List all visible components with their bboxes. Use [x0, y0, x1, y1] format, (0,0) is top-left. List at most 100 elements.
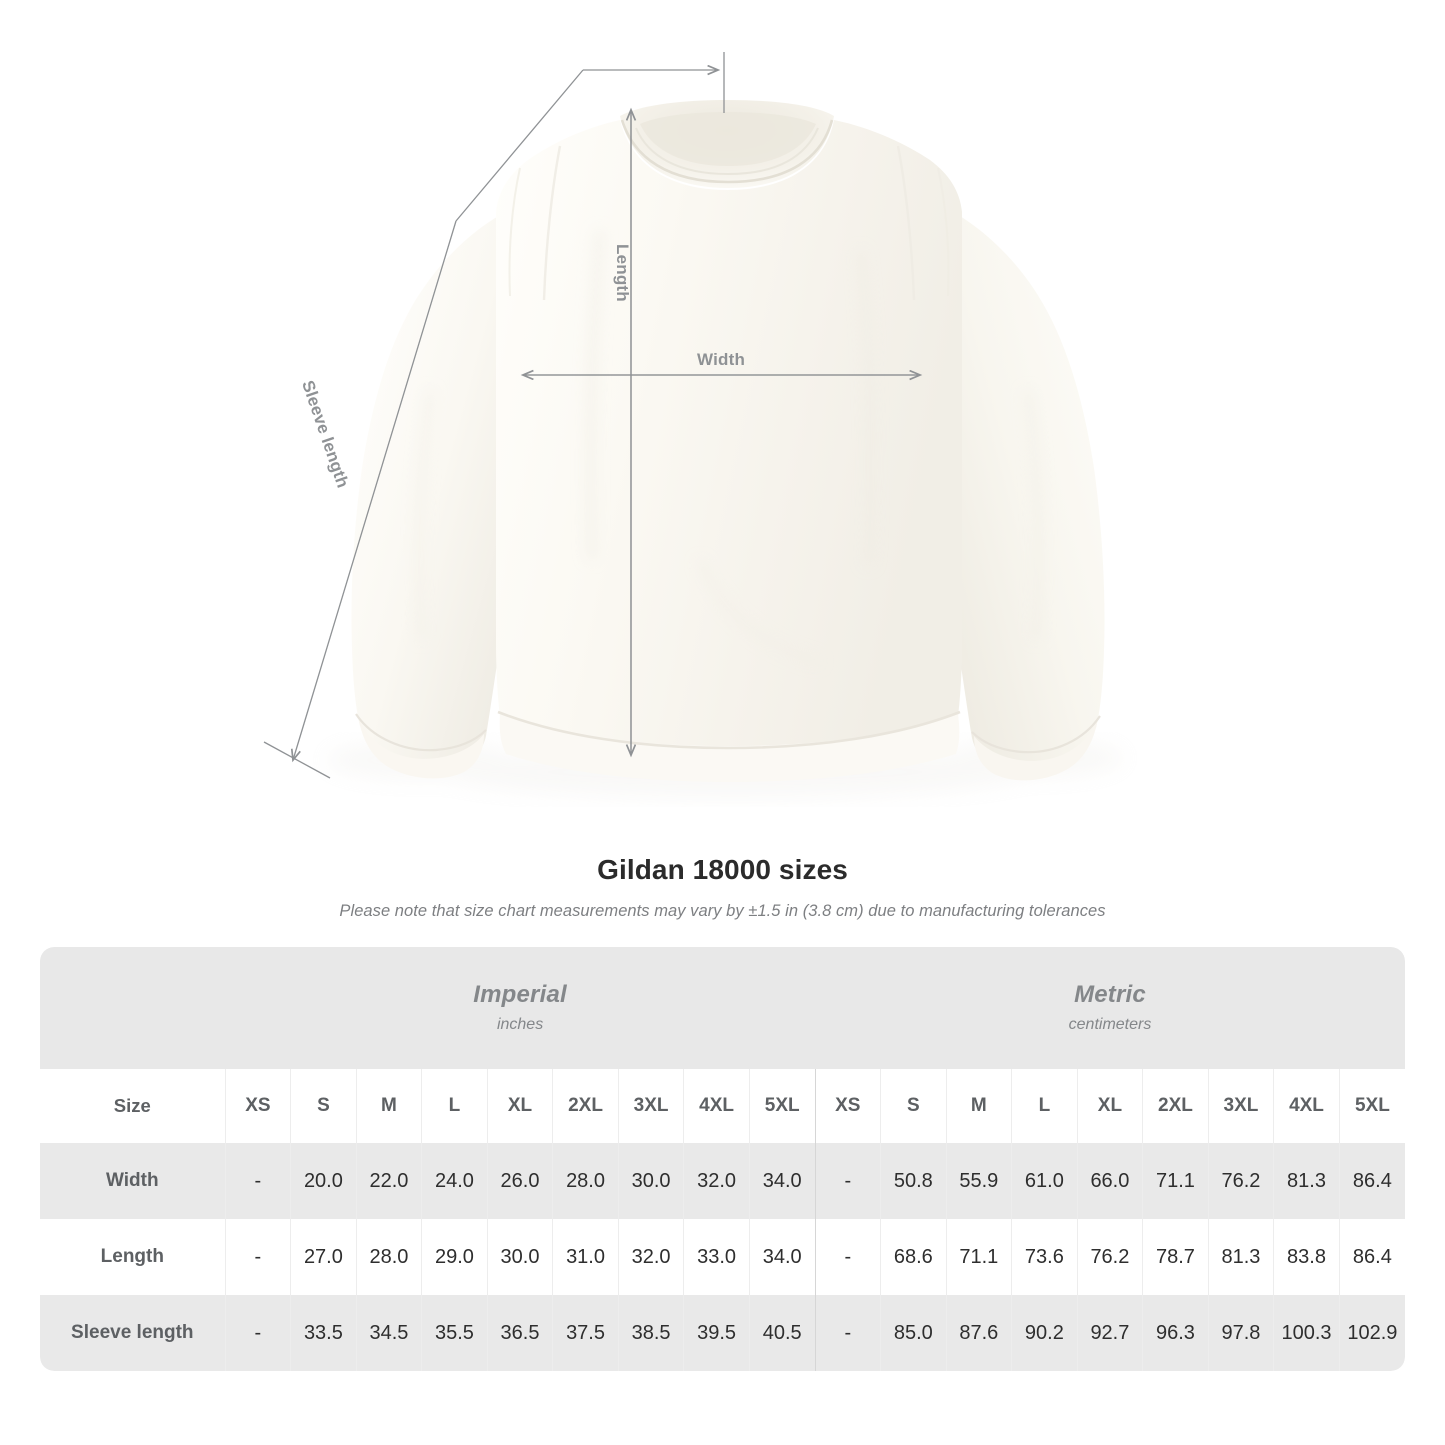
cell-length-metric-4: 76.2: [1076, 1219, 1143, 1295]
cell-sleeve-metric-2: 87.6: [945, 1295, 1012, 1371]
size-header-imperial-xl: XL: [486, 1069, 553, 1143]
cell-length-metric-6: 81.3: [1207, 1219, 1274, 1295]
size-header-imperial-s: S: [290, 1069, 357, 1143]
sweatshirt-illustration: [325, 100, 1125, 798]
shoulder-to-sleeve-leader: [455, 69, 584, 222]
cell-width-metric-6: 76.2: [1207, 1143, 1274, 1219]
cell-length-imperial-0: -: [224, 1219, 291, 1295]
size-chart-table: Imperial inches Metric centimeters Size …: [40, 947, 1405, 1371]
length-measure-label: Length: [613, 244, 632, 302]
cell-length-metric-0: -: [814, 1219, 881, 1295]
size-header-metric-l: L: [1011, 1069, 1078, 1143]
cell-width-imperial-1: 20.0: [290, 1143, 357, 1219]
size-header-metric-4xl: 4XL: [1273, 1069, 1340, 1143]
cell-length-imperial-4: 30.0: [486, 1219, 553, 1295]
cell-width-metric-3: 61.0: [1011, 1143, 1078, 1219]
table-row: Width - 20.0 22.0 24.0 26.0 28.0 30.0 32…: [40, 1143, 1405, 1219]
cell-width-imperial-0: -: [224, 1143, 291, 1219]
title-block: Gildan 18000 sizes Please note that size…: [0, 840, 1445, 921]
cell-length-metric-5: 78.7: [1142, 1219, 1209, 1295]
size-header-metric-xl: XL: [1076, 1069, 1143, 1143]
size-chart-table-wrap: Imperial inches Metric centimeters Size …: [40, 947, 1405, 1371]
cell-width-metric-0: -: [814, 1143, 881, 1219]
cell-sleeve-metric-8: 102.9: [1338, 1295, 1405, 1371]
cell-length-metric-2: 71.1: [945, 1219, 1012, 1295]
cell-width-metric-8: 86.4: [1338, 1143, 1405, 1219]
cell-width-metric-2: 55.9: [945, 1143, 1012, 1219]
cell-length-metric-1: 68.6: [880, 1219, 947, 1295]
size-header-imperial-3xl: 3XL: [617, 1069, 684, 1143]
cell-sleeve-imperial-6: 38.5: [617, 1295, 684, 1371]
cell-sleeve-imperial-4: 36.5: [486, 1295, 553, 1371]
size-header-imperial-5xl: 5XL: [748, 1069, 816, 1143]
cell-length-imperial-8: 34.0: [748, 1219, 816, 1295]
cell-width-imperial-4: 26.0: [486, 1143, 553, 1219]
size-header-imperial-2xl: 2XL: [552, 1069, 619, 1143]
sleeve-arrow: [290, 220, 457, 763]
cell-length-imperial-2: 28.0: [355, 1219, 422, 1295]
size-header-metric-s: S: [880, 1069, 947, 1143]
cell-sleeve-metric-7: 100.3: [1273, 1295, 1340, 1371]
cell-width-metric-7: 81.3: [1273, 1143, 1340, 1219]
row-label-width: Width: [40, 1143, 226, 1219]
unit-cell-imperial: Imperial inches: [225, 947, 816, 1069]
size-header-imperial-xs: XS: [224, 1069, 291, 1143]
cell-width-metric-5: 71.1: [1142, 1143, 1209, 1219]
cell-sleeve-imperial-1: 33.5: [290, 1295, 357, 1371]
cell-width-imperial-5: 28.0: [552, 1143, 619, 1219]
cell-length-metric-7: 83.8: [1273, 1219, 1340, 1295]
size-header-imperial-4xl: 4XL: [683, 1069, 750, 1143]
cell-width-imperial-2: 22.0: [355, 1143, 422, 1219]
cell-width-imperial-3: 24.0: [421, 1143, 488, 1219]
unit-band-row: Imperial inches Metric centimeters: [40, 947, 1405, 1069]
row-label-length: Length: [40, 1219, 226, 1295]
cell-sleeve-metric-3: 90.2: [1011, 1295, 1078, 1371]
cell-length-metric-8: 86.4: [1338, 1219, 1405, 1295]
cell-width-metric-4: 66.0: [1076, 1143, 1143, 1219]
cell-width-imperial-6: 30.0: [617, 1143, 684, 1219]
size-header-imperial-m: M: [355, 1069, 422, 1143]
page-title: Gildan 18000 sizes: [597, 854, 848, 885]
cell-width-imperial-7: 32.0: [683, 1143, 750, 1219]
cell-sleeve-imperial-8: 40.5: [748, 1295, 816, 1371]
cell-sleeve-metric-6: 97.8: [1207, 1295, 1274, 1371]
cell-sleeve-metric-4: 92.7: [1076, 1295, 1143, 1371]
size-header-metric-m: M: [945, 1069, 1012, 1143]
unit-band-spacer: [40, 947, 226, 1069]
unit-sub-imperial: inches: [496, 1016, 544, 1034]
width-measure-label: Width: [697, 350, 746, 369]
table-row: Sleeve length - 33.5 34.5 35.5 36.5 37.5…: [40, 1295, 1405, 1371]
cell-sleeve-metric-0: -: [814, 1295, 881, 1371]
unit-sub-metric: centimeters: [1068, 1016, 1152, 1034]
size-header-metric-2xl: 2XL: [1142, 1069, 1209, 1143]
cell-sleeve-imperial-7: 39.5: [683, 1295, 750, 1371]
cell-width-metric-1: 50.8: [880, 1143, 947, 1219]
sleeve-end-tick: [263, 741, 331, 779]
unit-name-metric: Metric: [1074, 981, 1146, 1008]
measurement-guides: [263, 52, 923, 779]
cell-length-imperial-6: 32.0: [617, 1219, 684, 1295]
tolerance-note: Please note that size chart measurements…: [339, 902, 1106, 920]
size-header-imperial-l: L: [421, 1069, 488, 1143]
cell-sleeve-imperial-3: 35.5: [421, 1295, 488, 1371]
cell-sleeve-imperial-2: 34.5: [355, 1295, 422, 1371]
size-header-metric-5xl: 5XL: [1338, 1069, 1405, 1143]
cell-sleeve-imperial-5: 37.5: [552, 1295, 619, 1371]
cell-sleeve-metric-5: 96.3: [1142, 1295, 1209, 1371]
size-header-label: Size: [40, 1069, 226, 1143]
cell-length-imperial-1: 27.0: [290, 1219, 357, 1295]
cell-sleeve-metric-1: 85.0: [880, 1295, 947, 1371]
size-header-metric-3xl: 3XL: [1207, 1069, 1274, 1143]
cell-length-imperial-5: 31.0: [552, 1219, 619, 1295]
unit-cell-metric: Metric centimeters: [815, 947, 1405, 1069]
cell-sleeve-imperial-0: -: [224, 1295, 291, 1371]
size-header-metric-xs: XS: [814, 1069, 881, 1143]
garment-diagram: Length Width Sleeve length: [263, 52, 1125, 798]
cell-length-imperial-3: 29.0: [421, 1219, 488, 1295]
cell-width-imperial-8: 34.0: [748, 1143, 816, 1219]
table-row: Length - 27.0 28.0 29.0 30.0 31.0 32.0 3…: [40, 1219, 1405, 1295]
row-label-sleeve-length: Sleeve length: [40, 1295, 226, 1371]
cell-length-metric-3: 73.6: [1011, 1219, 1078, 1295]
size-header-row: Size XS S M L XL 2XL 3XL 4XL 5XL XS S M …: [40, 1069, 1405, 1143]
unit-name-imperial: Imperial: [473, 981, 567, 1008]
